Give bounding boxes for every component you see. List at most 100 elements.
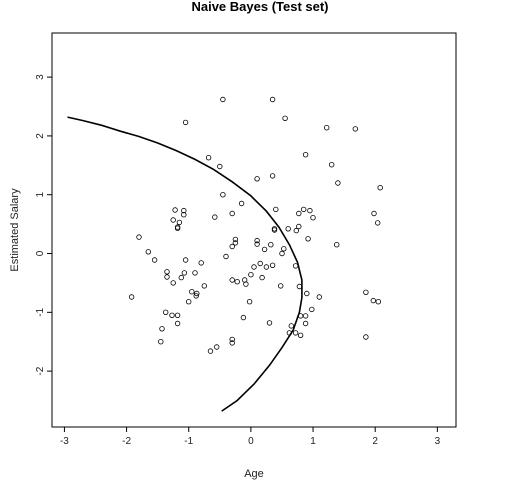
data-point xyxy=(375,220,381,226)
data-point xyxy=(292,263,299,269)
data-point xyxy=(293,227,299,234)
data-point xyxy=(269,262,276,268)
data-point xyxy=(370,297,376,304)
data-point xyxy=(136,234,142,240)
data-point xyxy=(248,272,254,278)
data-point xyxy=(145,249,151,255)
data-point xyxy=(181,270,188,276)
data-point xyxy=(128,294,135,300)
data-point xyxy=(229,277,235,283)
data-point xyxy=(261,246,268,253)
data-point xyxy=(174,225,181,231)
x-tick-label: -1 xyxy=(184,436,193,447)
data-point xyxy=(269,173,276,179)
data-point xyxy=(288,323,294,329)
data-point xyxy=(316,294,322,300)
data-point xyxy=(254,237,260,244)
data-point xyxy=(176,219,183,226)
y-tick-label: 0 xyxy=(35,250,46,256)
data-point xyxy=(302,151,309,158)
data-point xyxy=(296,283,303,290)
data-point xyxy=(259,274,265,281)
data-point xyxy=(243,281,249,287)
data-point xyxy=(232,240,239,246)
data-point xyxy=(223,253,229,260)
data-point xyxy=(220,96,226,103)
data-point xyxy=(194,290,200,297)
data-point xyxy=(169,312,175,318)
data-point xyxy=(296,223,302,230)
data-point xyxy=(329,161,335,168)
data-point xyxy=(282,115,288,121)
data-point xyxy=(181,207,187,214)
data-point xyxy=(377,184,383,191)
x-tick-label: 3 xyxy=(435,436,441,447)
data-point xyxy=(302,320,309,327)
data-point xyxy=(229,210,235,217)
data-point xyxy=(307,207,313,214)
data-point xyxy=(158,339,164,345)
data-point xyxy=(182,257,189,263)
x-tick-label: 0 xyxy=(248,436,254,447)
y-tick-label: 1 xyxy=(35,191,46,197)
data-points xyxy=(128,96,383,354)
data-point xyxy=(217,163,223,170)
data-point xyxy=(273,206,279,213)
data-point xyxy=(229,340,235,346)
y-tick-label: -2 xyxy=(35,366,46,375)
x-axis-label: Age xyxy=(244,468,264,480)
data-point xyxy=(159,326,165,332)
data-point xyxy=(251,264,257,270)
data-point xyxy=(266,320,273,326)
data-point xyxy=(324,124,330,131)
data-point xyxy=(185,299,192,305)
data-point xyxy=(207,348,214,354)
data-point xyxy=(232,236,239,243)
data-point xyxy=(363,334,369,340)
data-point xyxy=(220,191,226,198)
data-point xyxy=(269,96,276,103)
y-tick-label: 2 xyxy=(35,133,46,139)
data-point xyxy=(309,306,315,313)
data-point xyxy=(281,246,287,252)
data-point xyxy=(238,200,245,207)
x-tick-label: -2 xyxy=(122,436,131,447)
data-point xyxy=(172,207,178,213)
data-point xyxy=(304,290,310,297)
y-tick-label: 3 xyxy=(35,74,46,80)
data-point xyxy=(285,226,291,232)
plot-frame xyxy=(51,32,457,428)
data-point xyxy=(198,260,204,266)
data-point xyxy=(302,313,309,319)
data-point xyxy=(363,289,369,295)
data-point xyxy=(254,176,260,182)
data-point xyxy=(263,264,270,270)
data-point xyxy=(193,293,199,299)
data-point xyxy=(268,241,274,248)
data-point xyxy=(246,299,253,305)
data-point xyxy=(371,210,377,217)
data-point xyxy=(310,214,316,221)
boundary-curve xyxy=(67,116,303,412)
data-point xyxy=(352,126,358,132)
data-point xyxy=(375,299,381,305)
data-point xyxy=(234,279,240,285)
data-point xyxy=(257,260,263,267)
x-tick-label: 1 xyxy=(310,436,316,447)
data-point xyxy=(305,236,311,242)
data-point xyxy=(229,243,235,250)
x-tick-label: -3 xyxy=(60,436,69,447)
data-point xyxy=(334,241,340,248)
data-point xyxy=(286,330,293,336)
data-point xyxy=(162,309,169,315)
data-point xyxy=(170,280,176,286)
data-point xyxy=(297,313,304,319)
data-point xyxy=(151,257,158,263)
data-point xyxy=(279,250,285,257)
data-point xyxy=(164,269,170,275)
data-point xyxy=(170,217,176,223)
data-point xyxy=(174,312,181,318)
x-tick-label: 2 xyxy=(372,436,378,447)
data-point xyxy=(301,206,307,213)
